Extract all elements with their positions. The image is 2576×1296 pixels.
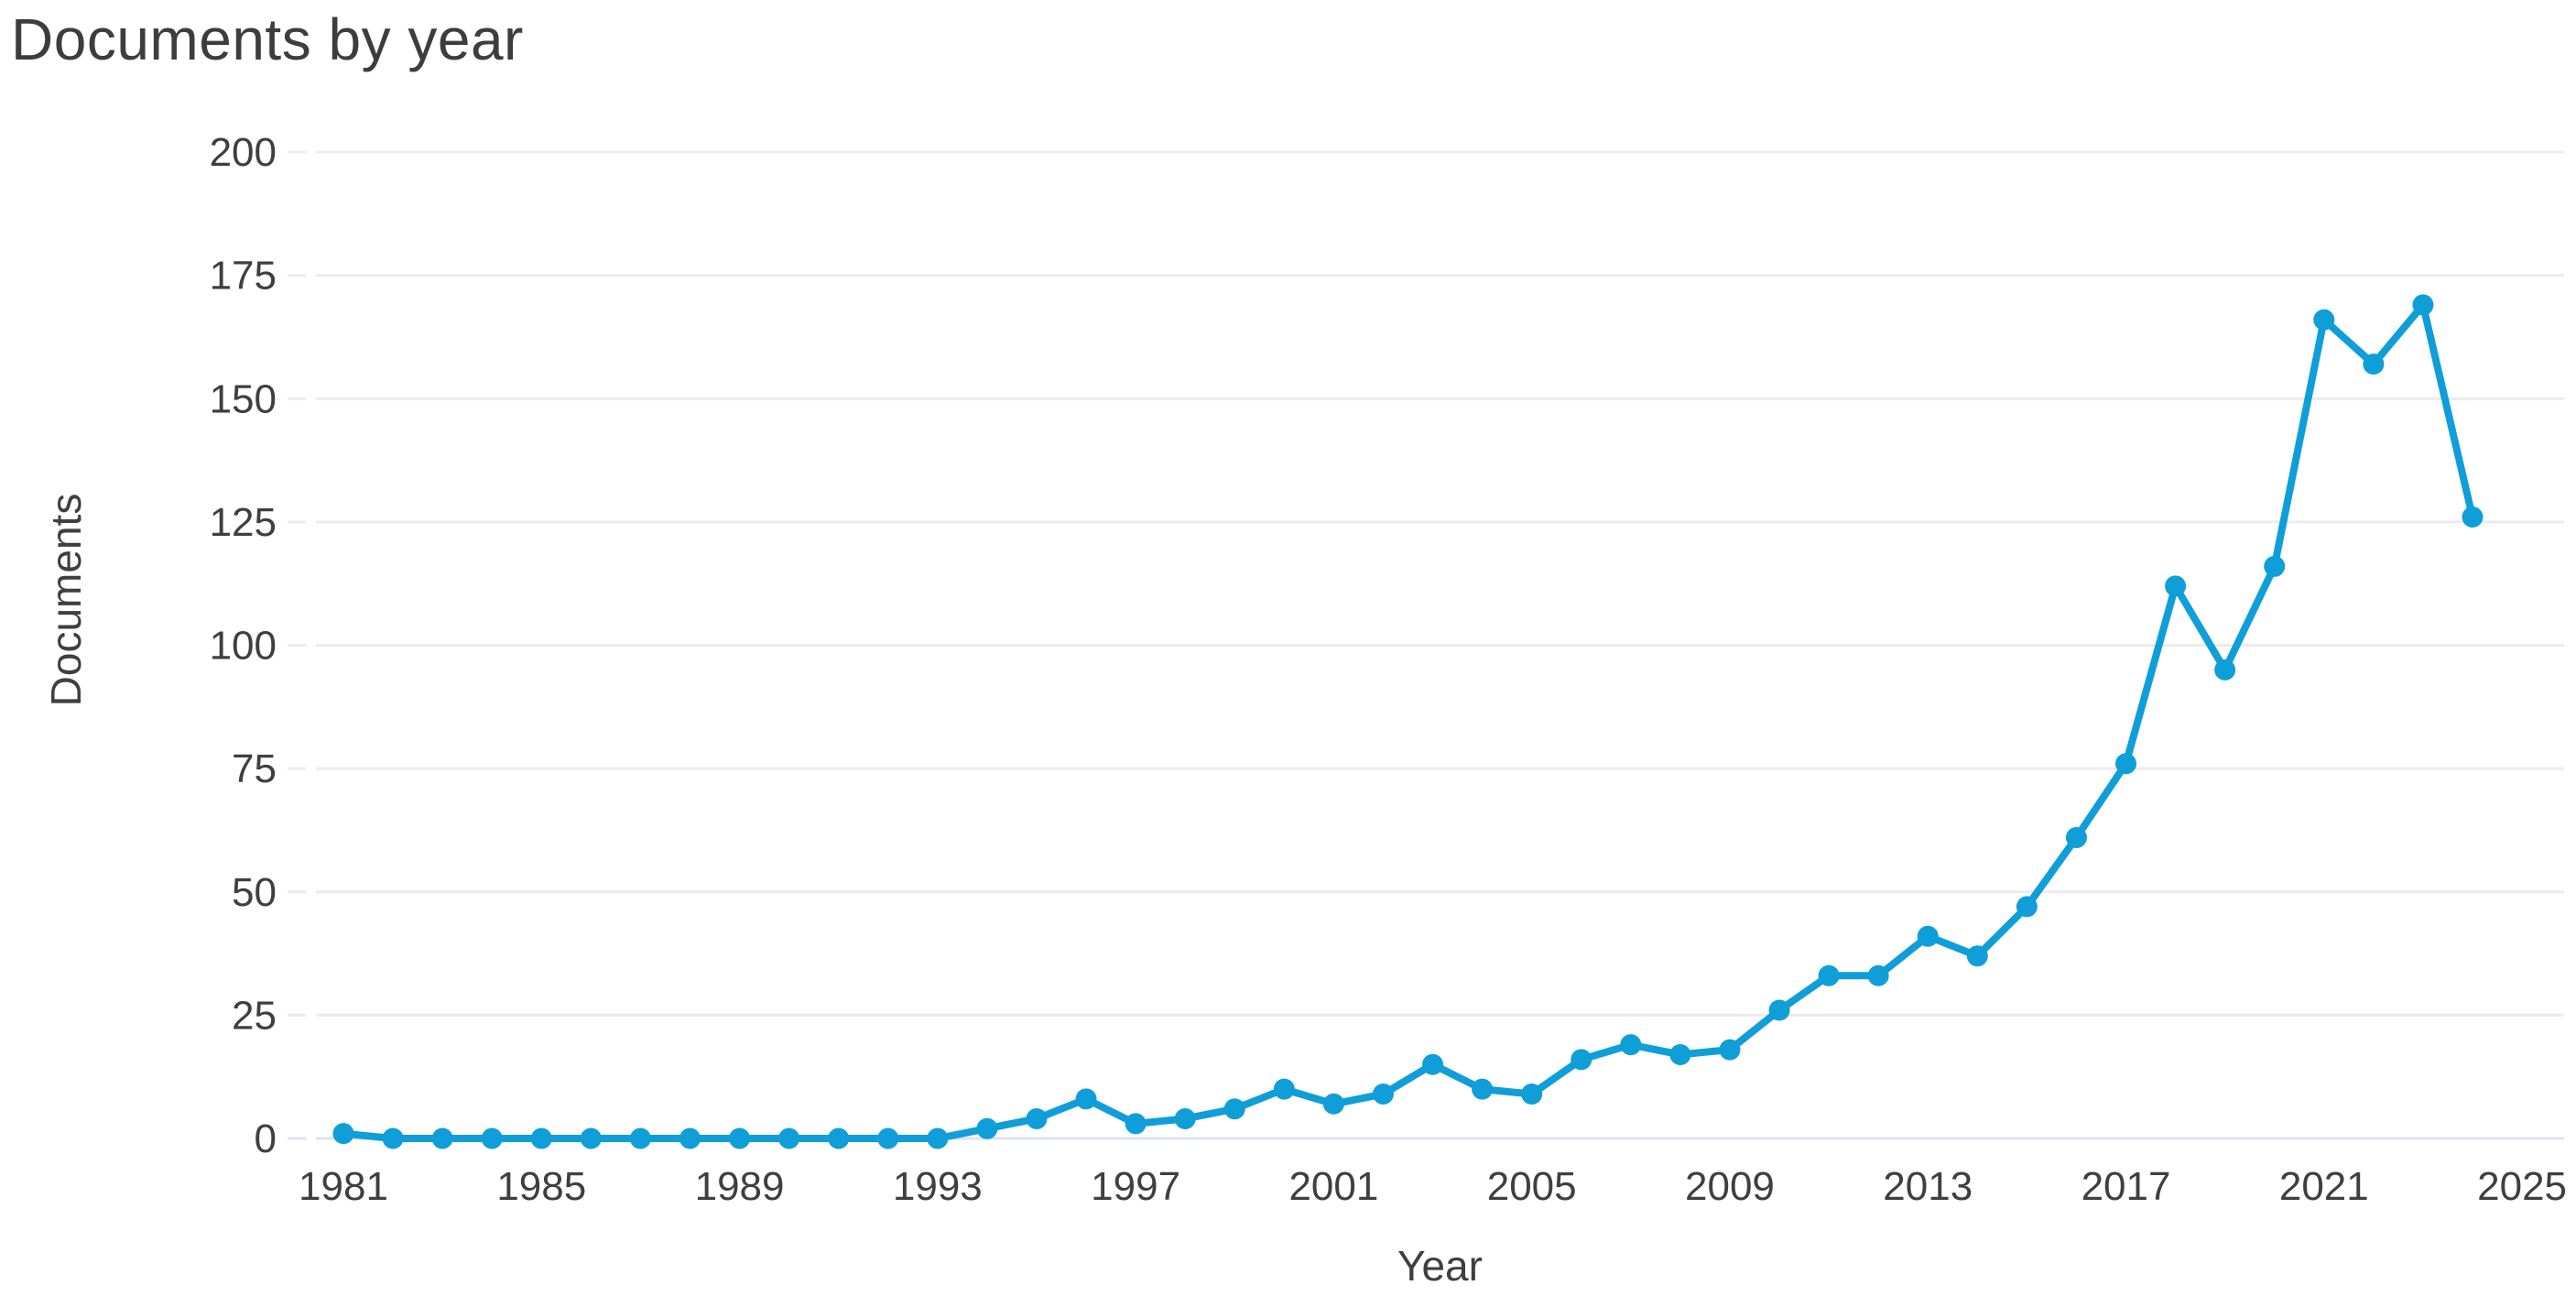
y-axis-title: Documents	[42, 494, 90, 707]
data-point-1983[interactable]	[431, 1127, 453, 1149]
y-tick-label: 50	[232, 870, 277, 915]
data-point-2004[interactable]	[1472, 1078, 1494, 1100]
data-point-2023[interactable]	[2412, 294, 2434, 316]
data-point-2022[interactable]	[2363, 354, 2385, 376]
data-point-2020[interactable]	[2264, 555, 2286, 577]
x-tick-label: 2009	[1685, 1164, 1775, 1209]
data-point-1994[interactable]	[976, 1117, 998, 1139]
data-point-2009[interactable]	[1719, 1039, 1741, 1061]
x-axis-title: Year	[1397, 1242, 1483, 1290]
data-point-1989[interactable]	[729, 1127, 751, 1149]
data-point-2010[interactable]	[1768, 999, 1790, 1021]
data-point-2003[interactable]	[1422, 1053, 1444, 1075]
data-point-1984[interactable]	[481, 1127, 503, 1149]
data-point-2018[interactable]	[2165, 575, 2187, 597]
data-point-2001[interactable]	[1322, 1093, 1344, 1115]
x-tick-label: 2005	[1487, 1164, 1577, 1209]
data-point-2013[interactable]	[1917, 925, 1939, 947]
y-tick-label: 0	[255, 1116, 277, 1161]
y-tick-label: 100	[210, 624, 277, 669]
data-point-1993[interactable]	[927, 1127, 949, 1149]
data-point-2008[interactable]	[1669, 1043, 1691, 1065]
x-tick-label: 1993	[893, 1164, 983, 1209]
data-point-1982[interactable]	[382, 1127, 404, 1149]
data-point-1986[interactable]	[580, 1127, 602, 1149]
x-tick-label: 1989	[695, 1164, 785, 1209]
data-point-1991[interactable]	[828, 1127, 850, 1149]
data-point-1990[interactable]	[778, 1127, 800, 1149]
data-point-2005[interactable]	[1521, 1084, 1543, 1105]
data-point-1996[interactable]	[1075, 1088, 1097, 1110]
data-point-2016[interactable]	[2065, 827, 2087, 849]
data-point-2006[interactable]	[1571, 1049, 1592, 1071]
data-point-2019[interactable]	[2214, 659, 2236, 681]
data-point-2007[interactable]	[1620, 1034, 1642, 1056]
chart-title: Documents by year	[11, 6, 524, 72]
x-tick-label: 1981	[299, 1164, 388, 1209]
x-tick-label: 2013	[1883, 1164, 1973, 1209]
data-point-1998[interactable]	[1174, 1107, 1196, 1129]
x-tick-label: 2017	[2081, 1164, 2171, 1209]
data-point-2014[interactable]	[1966, 945, 1988, 967]
x-tick-label: 2025	[2477, 1164, 2567, 1209]
x-tick-label: 2021	[2279, 1164, 2369, 1209]
data-point-2000[interactable]	[1273, 1078, 1295, 1100]
data-point-2012[interactable]	[1867, 964, 1889, 986]
y-tick-label: 75	[232, 746, 277, 791]
data-point-1992[interactable]	[877, 1127, 899, 1149]
x-tick-label: 1997	[1091, 1164, 1180, 1209]
y-tick-label: 200	[210, 130, 277, 175]
x-tick-label: 2001	[1288, 1164, 1378, 1209]
data-point-1995[interactable]	[1026, 1107, 1048, 1129]
y-tick-label: 125	[210, 500, 277, 545]
data-point-1997[interactable]	[1125, 1113, 1147, 1135]
documents-line-series	[340, 300, 2477, 1142]
data-point-1988[interactable]	[679, 1127, 701, 1149]
data-point-1981[interactable]	[332, 1123, 354, 1145]
y-tick-label: 150	[210, 376, 277, 421]
x-tick-label: 1985	[496, 1164, 586, 1209]
data-point-2017[interactable]	[2115, 753, 2137, 775]
data-point-2021[interactable]	[2313, 309, 2335, 331]
data-point-2015[interactable]	[2016, 896, 2038, 918]
y-tick-label: 175	[210, 254, 277, 299]
data-point-2024[interactable]	[2462, 506, 2484, 528]
data-point-1987[interactable]	[629, 1127, 651, 1149]
data-point-1999[interactable]	[1223, 1098, 1245, 1120]
data-point-2011[interactable]	[1818, 964, 1840, 986]
y-tick-label: 25	[232, 993, 277, 1038]
data-point-1985[interactable]	[530, 1127, 552, 1149]
data-point-2002[interactable]	[1372, 1084, 1394, 1105]
